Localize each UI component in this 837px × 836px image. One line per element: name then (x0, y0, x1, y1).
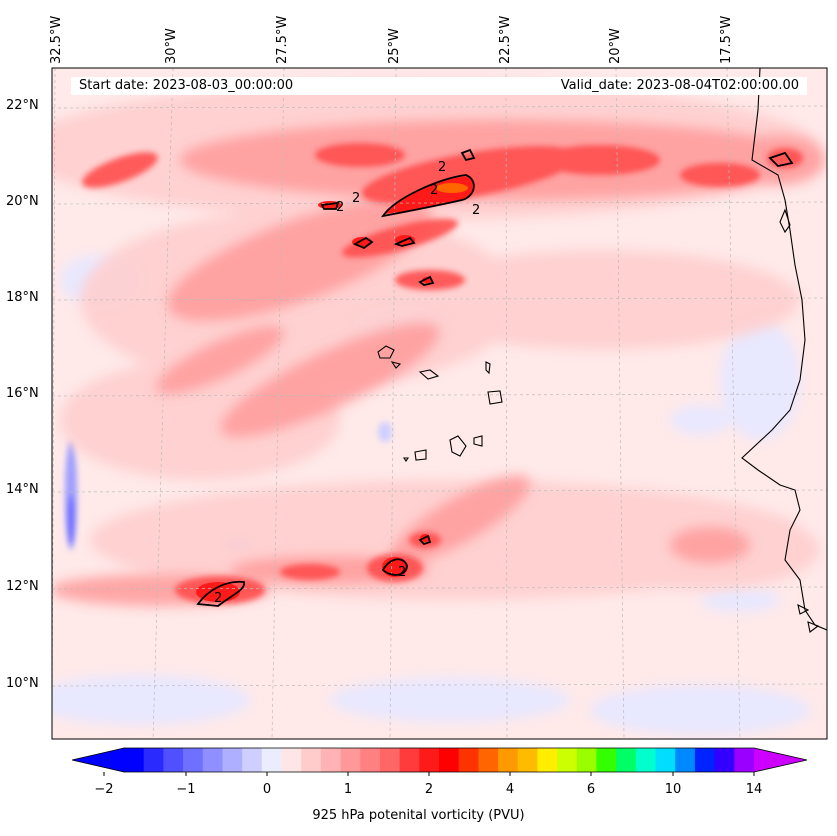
colorbar-swatch (498, 748, 519, 772)
colorbar-swatch (340, 748, 361, 772)
colorbar-swatch (458, 748, 479, 772)
lat-label: 18°N (6, 290, 39, 305)
colorbar-swatch (557, 748, 578, 772)
colorbar-swatch (320, 748, 342, 772)
contour-label: 2 (472, 203, 480, 218)
colorbar-tick-label: 14 (745, 782, 763, 797)
colorbar-swatch (399, 748, 420, 772)
colorbar-swatch (576, 748, 597, 772)
cape-verde-islands (377, 345, 503, 462)
lon-label: 25°W (387, 28, 402, 64)
contour-label: 2 (398, 565, 406, 580)
colorbar-swatch (596, 748, 617, 772)
colorbar-tick-label: 6 (586, 782, 596, 797)
colorbar-title: 925 hPa potenital vorticity (PVU) (312, 808, 525, 823)
lon-label: 20°W (608, 28, 623, 64)
contour-label: 2 (214, 591, 222, 606)
colorbar-swatch (537, 748, 558, 772)
contour-label: 2 (336, 200, 344, 215)
lon-label: 30°W (164, 28, 179, 64)
colorbar-swatch (281, 748, 302, 772)
colorbar-tick-label: 1 (343, 782, 353, 797)
colorbar-swatch (714, 748, 735, 772)
colorbar-swatch (124, 748, 145, 772)
colorbar-tick-label: 4 (505, 782, 515, 797)
start-date-text: Start date: 2023-08-03_00:00:00 (79, 78, 294, 93)
colorbar-swatch (163, 748, 184, 772)
colorbar-swatch (183, 748, 204, 772)
negative-pv-patches (52, 255, 810, 735)
colorbar-swatch (478, 748, 499, 772)
colorbar-swatch (143, 748, 164, 772)
colorbar-swatch (202, 748, 223, 772)
colorbar-swatch (301, 748, 322, 772)
coastline (741, 68, 827, 633)
colorbar-swatch (261, 748, 282, 772)
colorbar-tick-label: 2 (424, 782, 434, 797)
pv-contours (196, 148, 794, 607)
colorbar-swatch (655, 748, 676, 772)
colorbar-outline (71, 747, 808, 773)
lon-label: 32.5°W (49, 15, 64, 64)
colorbar-under-arrow (72, 748, 124, 772)
lat-label: 20°N (6, 194, 39, 209)
colorbar-swatch (734, 748, 755, 772)
positive-pv-strong (82, 143, 803, 604)
map-panel: 2 2 2 2 2 2 2 (52, 68, 827, 739)
contour-label: 2 (438, 160, 446, 175)
colorbar-swatch (675, 748, 696, 772)
colorbar-swatch (242, 748, 263, 772)
colorbar-tick-label: −1 (176, 782, 196, 797)
colorbar (71, 747, 808, 776)
contour-label: 2 (430, 183, 438, 198)
lon-label: 27.5°W (275, 15, 290, 64)
map-frame (51, 67, 828, 740)
lat-label: 10°N (6, 676, 39, 691)
date-info-bar: Start date: 2023-08-03_00:00:00 Valid_da… (71, 77, 807, 95)
lat-label: 16°N (6, 386, 39, 401)
lon-label: 17.5°W (719, 15, 734, 64)
colorbar-tick-label: 0 (262, 782, 272, 797)
contour-label: 2 (352, 191, 360, 206)
lon-label: 22.5°W (498, 15, 513, 64)
colorbar-swatch (635, 748, 657, 772)
colorbar-swatch (439, 748, 460, 772)
colorbar-swatch (616, 748, 637, 772)
lat-label: 14°N (6, 482, 39, 497)
pv-contour-labels: 2 2 2 2 2 2 2 (214, 160, 480, 606)
colorbar-swatch (419, 748, 440, 772)
lat-label: 22°N (6, 98, 39, 113)
colorbar-swatch (694, 748, 716, 772)
lat-label: 12°N (6, 579, 39, 594)
colorbar-swatch (222, 748, 243, 772)
colorbar-swatch (360, 748, 381, 772)
africa-coast (741, 68, 827, 631)
colorbar-tick-label: 10 (664, 782, 682, 797)
colorbar-tick-label: −2 (94, 782, 114, 797)
colorbar-swatch (379, 748, 401, 772)
colorbar-over-arrow (754, 748, 807, 772)
valid-date-text: Valid_date: 2023-08-04T02:00:00.00 (560, 78, 799, 93)
colorbar-swatch (517, 748, 538, 772)
